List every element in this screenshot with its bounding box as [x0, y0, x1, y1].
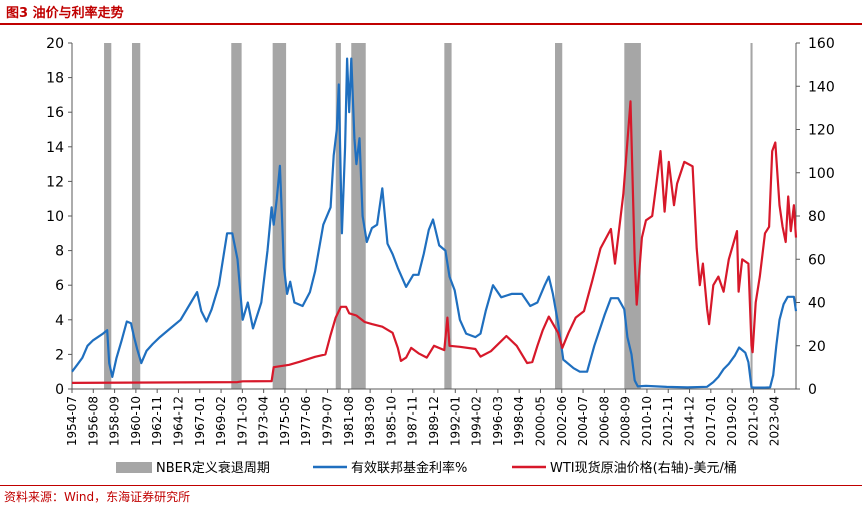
x-tick-label: 1969-02	[214, 396, 228, 446]
x-axis-ticks: 1954-07 1956-08 1958-09 1960-10 1962-11 1964-…	[65, 389, 782, 446]
x-tick-label: 1971-03	[235, 396, 249, 446]
series-lines	[71, 57, 798, 389]
left-tick-label: 20	[46, 36, 64, 52]
left-tick-label: 14	[46, 140, 64, 156]
footer-rule	[0, 485, 862, 486]
x-tick-label: 1979-07	[321, 396, 335, 446]
x-tick-label: 1956-08	[86, 396, 100, 446]
x-tick-label: 1998-04	[512, 396, 526, 446]
x-tick-label: 1989-12	[427, 396, 441, 446]
x-tick-label: 1962-11	[150, 396, 164, 446]
right-tick-label: 160	[808, 36, 835, 52]
left-tick-label: 18	[46, 71, 64, 87]
x-tick-label: 1960-10	[129, 396, 143, 446]
x-tick-label: 1987-11	[406, 396, 420, 446]
right-tick-label: 60	[808, 252, 826, 268]
title-rule	[0, 23, 862, 25]
figure-title: 图3 油价与利率走势	[6, 6, 124, 21]
right-tick-label: 140	[808, 79, 835, 95]
recession-band	[272, 43, 287, 389]
x-tick-label: 2010-10	[640, 396, 654, 446]
recession-band	[131, 43, 141, 389]
fed-funds-rate-line	[71, 57, 798, 389]
x-tick-label: 2023-04	[768, 396, 782, 446]
right-tick-label: 0	[808, 382, 817, 398]
x-tick-label: 1996-03	[491, 396, 505, 446]
x-tick-label: 2014-12	[683, 396, 697, 446]
x-tick-label: 1985-10	[384, 396, 398, 446]
right-tick-label: 40	[808, 296, 826, 312]
right-tick-label: 120	[808, 123, 835, 139]
right-tick-label: 80	[808, 209, 826, 225]
x-tick-label: 1967-01	[193, 396, 207, 446]
legend-recession-swatch	[116, 462, 152, 473]
recession-band	[555, 43, 563, 389]
recession-band	[444, 43, 452, 389]
right-tick-label: 100	[808, 166, 835, 182]
x-tick-label: 1975-05	[278, 396, 292, 446]
recession-bands	[104, 43, 753, 389]
right-tick-label: 20	[808, 339, 826, 355]
x-tick-label: 2006-08	[597, 396, 611, 446]
x-tick-label: 1994-02	[470, 396, 484, 446]
wti-price-line	[71, 100, 798, 384]
legend-fed-funds-label: 有效联邦基金利率%	[351, 460, 467, 476]
left-tick-label: 8	[55, 244, 64, 260]
left-tick-label: 2	[55, 347, 64, 363]
x-tick-label: 1954-07	[65, 396, 79, 446]
x-tick-label: 1983-09	[363, 396, 377, 446]
x-tick-label: 2021-03	[746, 396, 760, 446]
left-tick-label: 4	[55, 313, 64, 329]
left-tick-label: 12	[46, 174, 64, 190]
x-tick-label: 1964-12	[171, 396, 185, 446]
legend-wti-label: WTI现货原油价格(右轴)-美元/桶	[550, 460, 737, 476]
x-tick-label: 1977-06	[299, 396, 313, 446]
x-tick-label: 2000-05	[533, 396, 547, 446]
x-tick-label: 1981-08	[342, 396, 356, 446]
recession-band	[104, 43, 112, 389]
left-tick-label: 16	[46, 105, 64, 121]
source-note: 资料来源：Wind，东海证券研究所	[4, 490, 191, 504]
x-tick-label: 2008-09	[619, 396, 633, 446]
x-tick-label: 2004-07	[576, 396, 590, 446]
left-tick-label: 10	[46, 209, 64, 225]
legend: NBER定义衰退周期 有效联邦基金利率% WTI现货原油价格(右轴)-美元/桶	[116, 460, 737, 476]
x-tick-label: 2002-06	[555, 396, 569, 446]
left-tick-label: 6	[55, 278, 64, 294]
x-tick-label: 2019-02	[725, 396, 739, 446]
axes-frame	[71, 43, 797, 390]
x-tick-label: 2012-11	[661, 396, 675, 446]
x-tick-label: 2017-01	[704, 396, 718, 446]
x-tick-label: 1973-04	[257, 396, 271, 446]
recession-band	[335, 43, 341, 389]
right-axis-ticks: 0 20 40 60 80 100 120 140 160	[796, 36, 835, 398]
left-axis-ticks: 0 2 4 6 8 10 12 14 16 18 20	[46, 36, 72, 398]
x-tick-label: 1958-09	[108, 396, 122, 446]
recession-band	[750, 43, 753, 389]
legend-recession-label: NBER定义衰退周期	[156, 460, 270, 476]
recession-band	[231, 43, 242, 389]
left-tick-label: 0	[55, 382, 64, 398]
x-tick-label: 1992-01	[448, 396, 462, 446]
